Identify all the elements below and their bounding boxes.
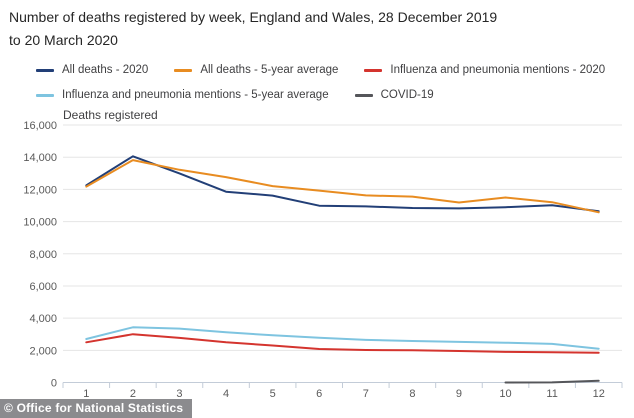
y-tick-label: 6,000 bbox=[29, 281, 57, 293]
y-tick-label: 8,000 bbox=[29, 249, 57, 261]
legend-item-5: COVID-19 bbox=[354, 89, 434, 101]
legend-item-3: Influenza and pneumonia mentions - 2020 bbox=[364, 64, 605, 76]
y-tick-label: 14,000 bbox=[23, 152, 57, 164]
y-tick-label: 2,000 bbox=[29, 345, 57, 357]
series-line-5 bbox=[504, 379, 600, 384]
series-line-1 bbox=[85, 155, 600, 213]
gridlines bbox=[63, 124, 622, 351]
ons-watermark: © Office for National Statistics bbox=[0, 399, 193, 418]
y-tick-label: 12,000 bbox=[23, 184, 57, 196]
x-tick-label: 3 bbox=[176, 388, 182, 400]
x-tick-label: 4 bbox=[223, 388, 229, 400]
y-tick-label: 0 bbox=[51, 378, 57, 390]
page-title-line1: Number of deaths registered by week, Eng… bbox=[9, 9, 498, 25]
y-axis-labels: 0 2,000 4,000 6,000 8,000 10,000 12,000 14,000 1… bbox=[23, 120, 57, 390]
x-axis-labels: 1 2 3 4 5 6 7 8 9 10 11 12 bbox=[83, 388, 605, 400]
series-line-3 bbox=[85, 333, 600, 354]
x-tick-label: 9 bbox=[456, 388, 462, 400]
chart-canvas: 0 2,000 4,000 6,000 8,000 10,000 12,000 14,000 1… bbox=[23, 108, 623, 400]
x-tick-label: 5 bbox=[270, 388, 276, 400]
legend-item-1: All deaths - 2020 bbox=[36, 64, 148, 76]
legend-item-4: Influenza and pneumonia mentions - 5-yea… bbox=[36, 89, 329, 101]
series-line-4 bbox=[85, 326, 600, 350]
legend-swatch-icon bbox=[354, 93, 373, 97]
legend-swatch-icon bbox=[364, 68, 383, 72]
page-title: Number of deaths registered by week, Eng… bbox=[9, 6, 626, 52]
x-tick-label: 1 bbox=[83, 388, 89, 400]
legend-swatch-icon bbox=[174, 68, 193, 72]
y-tick-label: 16,000 bbox=[23, 120, 57, 132]
x-tick-label: 8 bbox=[409, 388, 415, 400]
legend-item-2: All deaths - 5-year average bbox=[174, 64, 338, 76]
series-line-2 bbox=[85, 159, 600, 214]
y-tick-label: 10,000 bbox=[23, 217, 57, 229]
y-axis-title: Deaths registered bbox=[63, 108, 158, 122]
x-tick-label: 6 bbox=[316, 388, 322, 400]
legend-label: COVID-19 bbox=[380, 89, 434, 101]
legend-label: All deaths - 2020 bbox=[62, 64, 149, 76]
legend-swatch-icon bbox=[36, 93, 54, 97]
x-tick-label: 12 bbox=[593, 388, 605, 400]
legend-label: Influenza and pneumonia mentions - 2020 bbox=[390, 64, 606, 76]
legend-label: All deaths - 5-year average bbox=[200, 64, 339, 76]
legend-label: Influenza and pneumonia mentions - 5-yea… bbox=[62, 89, 329, 101]
x-tick-label: 10 bbox=[499, 388, 511, 400]
x-tick-label: 7 bbox=[363, 388, 369, 400]
legend-swatch-icon bbox=[36, 68, 54, 72]
x-tick-label: 2 bbox=[130, 388, 136, 400]
x-tick-label: 11 bbox=[546, 388, 557, 400]
chart-legend: All deaths - 2020 All deaths - 5-year ave… bbox=[36, 64, 624, 101]
page-title-line2: to 20 March 2020 bbox=[9, 32, 118, 48]
y-tick-label: 4,000 bbox=[29, 313, 57, 325]
